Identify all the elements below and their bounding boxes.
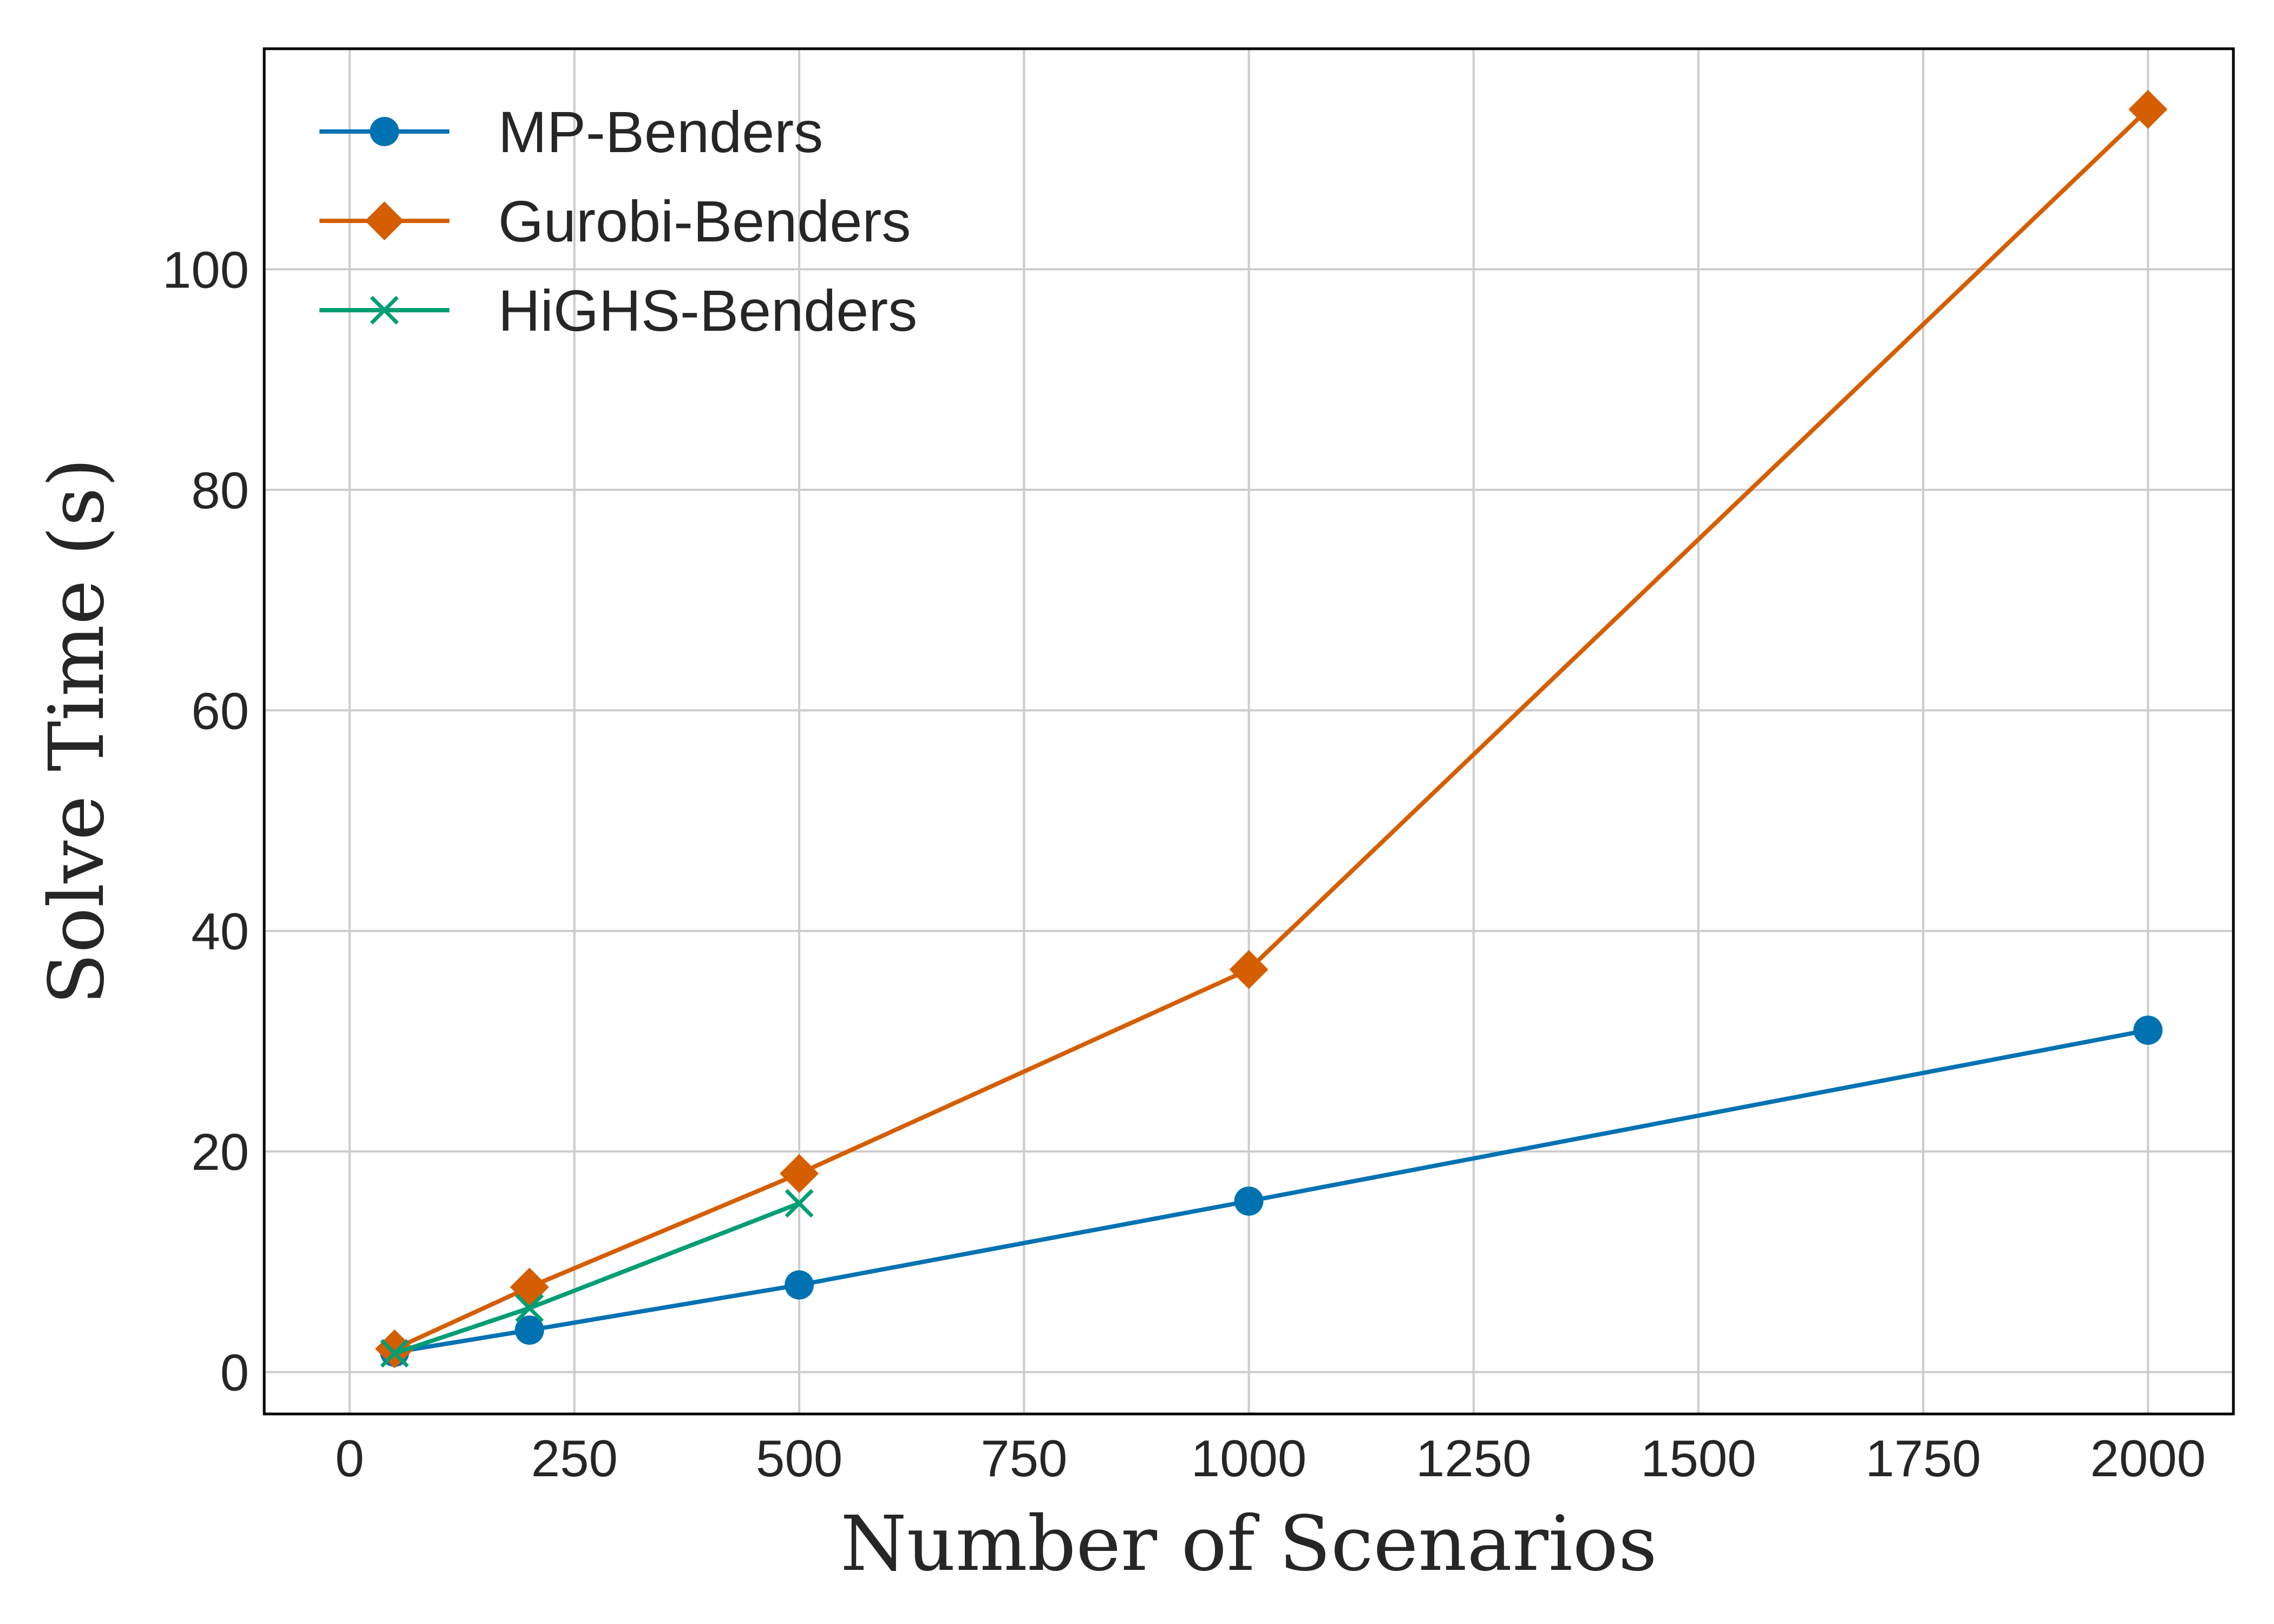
- y-tick-label: 20: [191, 1123, 249, 1181]
- legend-entry: HiGHS-Benders: [319, 278, 917, 343]
- data-point-x: [515, 1293, 544, 1322]
- data-point-circle: [370, 117, 399, 146]
- y-tick-label: 100: [162, 241, 249, 299]
- x-tick-label: 1000: [1191, 1430, 1307, 1488]
- legend: MP-Benders Gurobi-Benders HiGHS-Benders: [319, 99, 917, 343]
- x-tick-label: 750: [981, 1430, 1067, 1488]
- series-highs-benders: [380, 1189, 814, 1368]
- plot-area-frame: [263, 47, 2235, 1416]
- data-point-x: [785, 1189, 814, 1218]
- data-point-diamond: [375, 1329, 414, 1368]
- x-tick-label: 250: [531, 1430, 618, 1488]
- legend-entry: Gurobi-Benders: [319, 188, 911, 254]
- data-point-circle: [514, 1315, 544, 1345]
- y-tick-label: 0: [220, 1344, 249, 1402]
- data-point-diamond: [1229, 950, 1269, 990]
- legend-label: MP-Benders: [498, 99, 823, 165]
- y-tick-label: 60: [191, 682, 249, 740]
- data-point-circle: [1234, 1186, 1264, 1216]
- x-tick-label: 1500: [1641, 1430, 1756, 1488]
- y-tick-label: 40: [191, 903, 249, 961]
- x-axis-title: Number of Scenarios: [840, 1500, 1657, 1588]
- x-tick-label: 1250: [1416, 1430, 1532, 1488]
- data-point-x: [370, 296, 399, 325]
- legend-entry: MP-Benders: [319, 99, 823, 165]
- y-tick-label: 80: [191, 462, 249, 520]
- data-point-circle: [785, 1270, 814, 1300]
- legend-label: Gurobi-Benders: [498, 188, 911, 254]
- data-point-diamond: [780, 1154, 819, 1193]
- series-gurobi-benders: [375, 90, 2168, 1368]
- data-point-diamond: [365, 201, 404, 240]
- legend-label: HiGHS-Benders: [498, 278, 917, 343]
- series-layer: [375, 90, 2168, 1368]
- y-axis-title: Solve Time (s): [33, 458, 121, 1005]
- data-point-circle: [2133, 1016, 2163, 1045]
- x-tick-label: 500: [756, 1430, 842, 1488]
- data-point-diamond: [2128, 90, 2168, 129]
- data-point-x: [380, 1339, 409, 1368]
- grid-lines: [264, 49, 2233, 1414]
- tick-labels: 0 250 500 750 1000 1250 1500 1750 2000 0 20 40 60 80 1…: [162, 241, 2206, 1488]
- x-tick-label: 1750: [1865, 1430, 1981, 1488]
- x-tick-label: 2000: [2090, 1430, 2206, 1488]
- x-tick-label: 0: [335, 1430, 364, 1488]
